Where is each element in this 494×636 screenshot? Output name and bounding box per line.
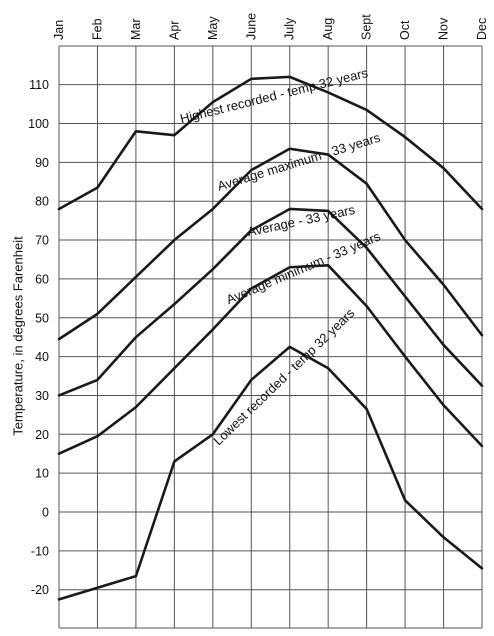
- y-tick-label: 0: [42, 506, 49, 520]
- y-tick-label: 80: [35, 195, 49, 209]
- grid: [58, 45, 483, 629]
- y-axis-tick-labels: -20 -10 0 10 20 30 40 50 60 70 80 90 100 110: [28, 78, 49, 597]
- y-tick-label: -20: [31, 583, 49, 597]
- y-tick-label: 50: [35, 311, 49, 325]
- series-line-2: [57, 147, 484, 341]
- x-tick-label: Sept: [360, 14, 374, 40]
- x-tick-label: Mar: [129, 18, 143, 40]
- x-tick-label: Feb: [90, 18, 104, 40]
- y-tick-label: 110: [29, 78, 49, 92]
- series-line-5: [57, 345, 484, 601]
- y-tick-label: 70: [35, 234, 49, 248]
- x-tick-label: Jan: [52, 20, 66, 40]
- x-tick-label: Dec: [475, 18, 489, 40]
- y-tick-label: 40: [35, 350, 49, 364]
- y-tick-label: 90: [35, 156, 49, 170]
- y-tick-label: 100: [28, 117, 49, 131]
- x-tick-label: May: [206, 16, 220, 40]
- y-tick-label: 30: [35, 389, 49, 403]
- series-labels: Highest recorded - temp 32 yearsAverage …: [178, 65, 383, 448]
- y-tick-label: 60: [35, 272, 49, 286]
- series-line-3: [57, 207, 484, 397]
- series-label-2: Average maximum - 33 years: [215, 130, 382, 194]
- series-line-4: [57, 264, 484, 456]
- series-line-1: [57, 75, 484, 211]
- series-lines: [57, 75, 484, 601]
- x-tick-label: Oct: [398, 20, 412, 40]
- x-tick-label: Aug: [321, 18, 335, 40]
- y-tick-label: 10: [35, 467, 49, 481]
- y-tick-label: 20: [35, 428, 49, 442]
- y-tick-label: -10: [31, 544, 49, 558]
- x-tick-label: Apr: [167, 21, 181, 40]
- y-axis-label: Temperature, in degrees Farenheit: [10, 236, 25, 436]
- x-tick-label: July: [283, 17, 297, 40]
- x-tick-label: June: [244, 13, 258, 40]
- x-tick-label: Nov: [437, 17, 451, 40]
- x-axis-tick-labels: Jan Feb Mar Apr May June July Aug Sept Oct Nov Dec: [52, 13, 489, 40]
- series-label-1: Highest recorded - temp 32 years: [178, 65, 369, 126]
